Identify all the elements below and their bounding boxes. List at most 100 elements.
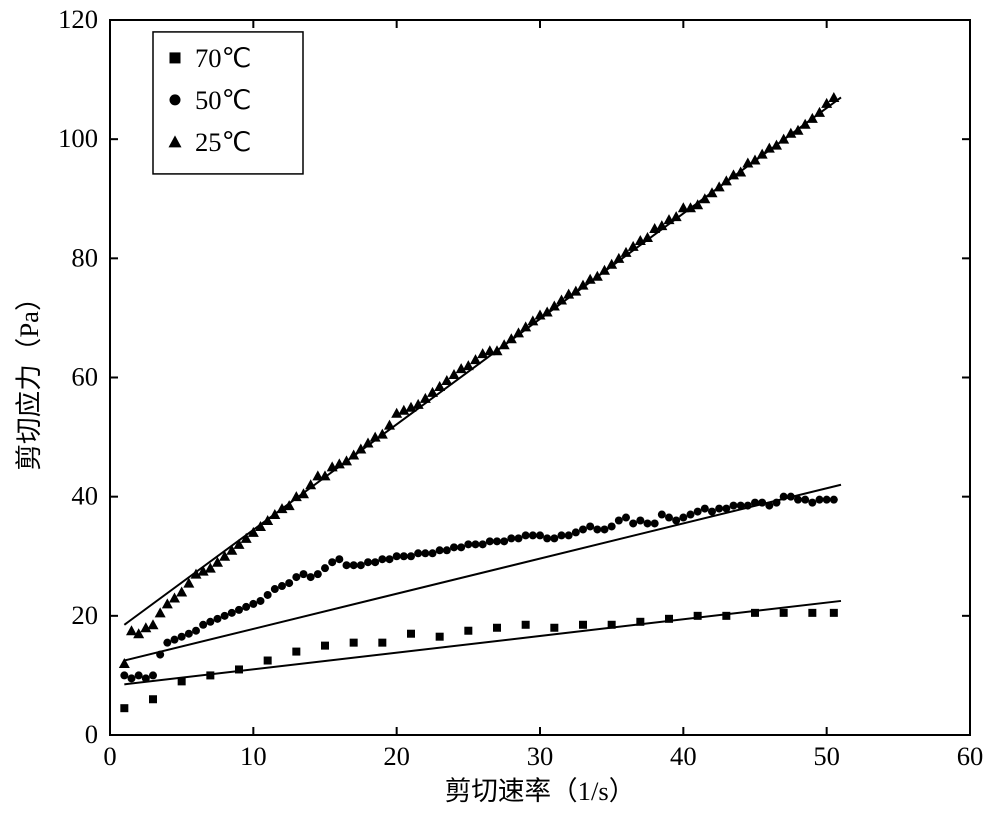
circle-marker-icon (307, 573, 315, 581)
circle-marker-icon (371, 558, 379, 566)
square-marker-icon (350, 639, 358, 647)
square-marker-icon (149, 695, 157, 703)
circle-marker-icon (593, 525, 601, 533)
x-tick-label: 0 (103, 741, 116, 771)
circle-marker-icon (178, 633, 186, 641)
circle-marker-icon (264, 591, 272, 599)
circle-marker-icon (120, 671, 128, 679)
square-marker-icon (170, 52, 181, 63)
square-marker-icon (321, 642, 329, 650)
square-marker-icon (780, 609, 788, 617)
circle-marker-icon (249, 600, 257, 608)
circle-marker-icon (156, 651, 164, 659)
circle-marker-icon (192, 627, 200, 635)
circle-marker-icon (171, 636, 179, 644)
circle-marker-icon (679, 514, 687, 522)
x-tick-label: 10 (240, 741, 267, 771)
circle-marker-icon (436, 546, 444, 554)
square-marker-icon (751, 609, 759, 617)
circle-marker-icon (328, 558, 336, 566)
square-marker-icon (378, 639, 386, 647)
circle-marker-icon (830, 496, 838, 504)
circle-marker-icon (421, 549, 429, 557)
circle-marker-icon (515, 534, 523, 542)
circle-marker-icon (285, 579, 293, 587)
y-tick-label: 20 (71, 600, 98, 630)
circle-marker-icon (357, 561, 365, 569)
circle-marker-icon (214, 615, 222, 623)
circle-marker-icon (794, 496, 802, 504)
circle-marker-icon (694, 508, 702, 516)
circle-marker-icon (801, 496, 809, 504)
legend: 70℃50℃25℃ (153, 32, 303, 174)
circle-marker-icon (751, 499, 759, 507)
circle-marker-icon (665, 514, 673, 522)
circle-marker-icon (550, 534, 558, 542)
circle-marker-icon (235, 606, 243, 614)
circle-marker-icon (185, 630, 193, 638)
circle-marker-icon (242, 603, 250, 611)
circle-marker-icon (278, 582, 286, 590)
circle-marker-icon (629, 519, 637, 527)
square-marker-icon (120, 704, 128, 712)
circle-marker-icon (142, 674, 150, 682)
circle-marker-icon (414, 549, 422, 557)
circle-marker-icon (823, 496, 831, 504)
circle-marker-icon (170, 94, 181, 105)
circle-marker-icon (687, 511, 695, 519)
circle-marker-icon (730, 502, 738, 510)
circle-marker-icon (808, 499, 816, 507)
square-marker-icon (292, 648, 300, 656)
circle-marker-icon (128, 674, 136, 682)
circle-marker-icon (536, 531, 544, 539)
circle-marker-icon (644, 519, 652, 527)
circle-marker-icon (393, 552, 401, 560)
square-marker-icon (722, 612, 730, 620)
circle-marker-icon (300, 570, 308, 578)
x-tick-label: 30 (527, 741, 554, 771)
square-marker-icon (808, 609, 816, 617)
circle-marker-icon (522, 531, 530, 539)
x-tick-label: 50 (813, 741, 840, 771)
circle-marker-icon (715, 505, 723, 513)
circle-marker-icon (601, 525, 609, 533)
square-marker-icon (694, 612, 702, 620)
circle-marker-icon (529, 531, 537, 539)
circle-marker-icon (314, 570, 322, 578)
square-marker-icon (608, 621, 616, 629)
circle-marker-icon (579, 525, 587, 533)
circle-marker-icon (450, 543, 458, 551)
x-tick-label: 20 (383, 741, 410, 771)
circle-marker-icon (565, 531, 573, 539)
square-marker-icon (522, 621, 530, 629)
circle-marker-icon (543, 534, 551, 542)
circle-marker-icon (572, 528, 580, 536)
circle-marker-icon (400, 552, 408, 560)
circle-marker-icon (758, 499, 766, 507)
circle-marker-icon (486, 537, 494, 545)
circle-marker-icon (443, 546, 451, 554)
circle-marker-icon (364, 558, 372, 566)
circle-marker-icon (586, 522, 594, 530)
circle-marker-icon (701, 505, 709, 513)
circle-marker-icon (271, 585, 279, 593)
square-marker-icon (178, 677, 186, 685)
square-marker-icon (636, 618, 644, 626)
circle-marker-icon (199, 621, 207, 629)
circle-marker-icon (615, 517, 623, 525)
square-marker-icon (493, 624, 501, 632)
square-marker-icon (665, 615, 673, 623)
circle-marker-icon (135, 671, 143, 679)
y-axis-label: 剪切应力（Pa） (14, 284, 44, 470)
square-marker-icon (206, 671, 214, 679)
square-marker-icon (579, 621, 587, 629)
y-tick-label: 40 (71, 481, 98, 511)
circle-marker-icon (608, 522, 616, 530)
circle-marker-icon (335, 555, 343, 563)
y-tick-label: 0 (85, 719, 98, 749)
circle-marker-icon (500, 537, 508, 545)
x-axis-label: 剪切速率（1/s） (445, 776, 636, 806)
circle-marker-icon (479, 540, 487, 548)
circle-marker-icon (780, 493, 788, 501)
y-tick-label: 60 (71, 362, 98, 392)
